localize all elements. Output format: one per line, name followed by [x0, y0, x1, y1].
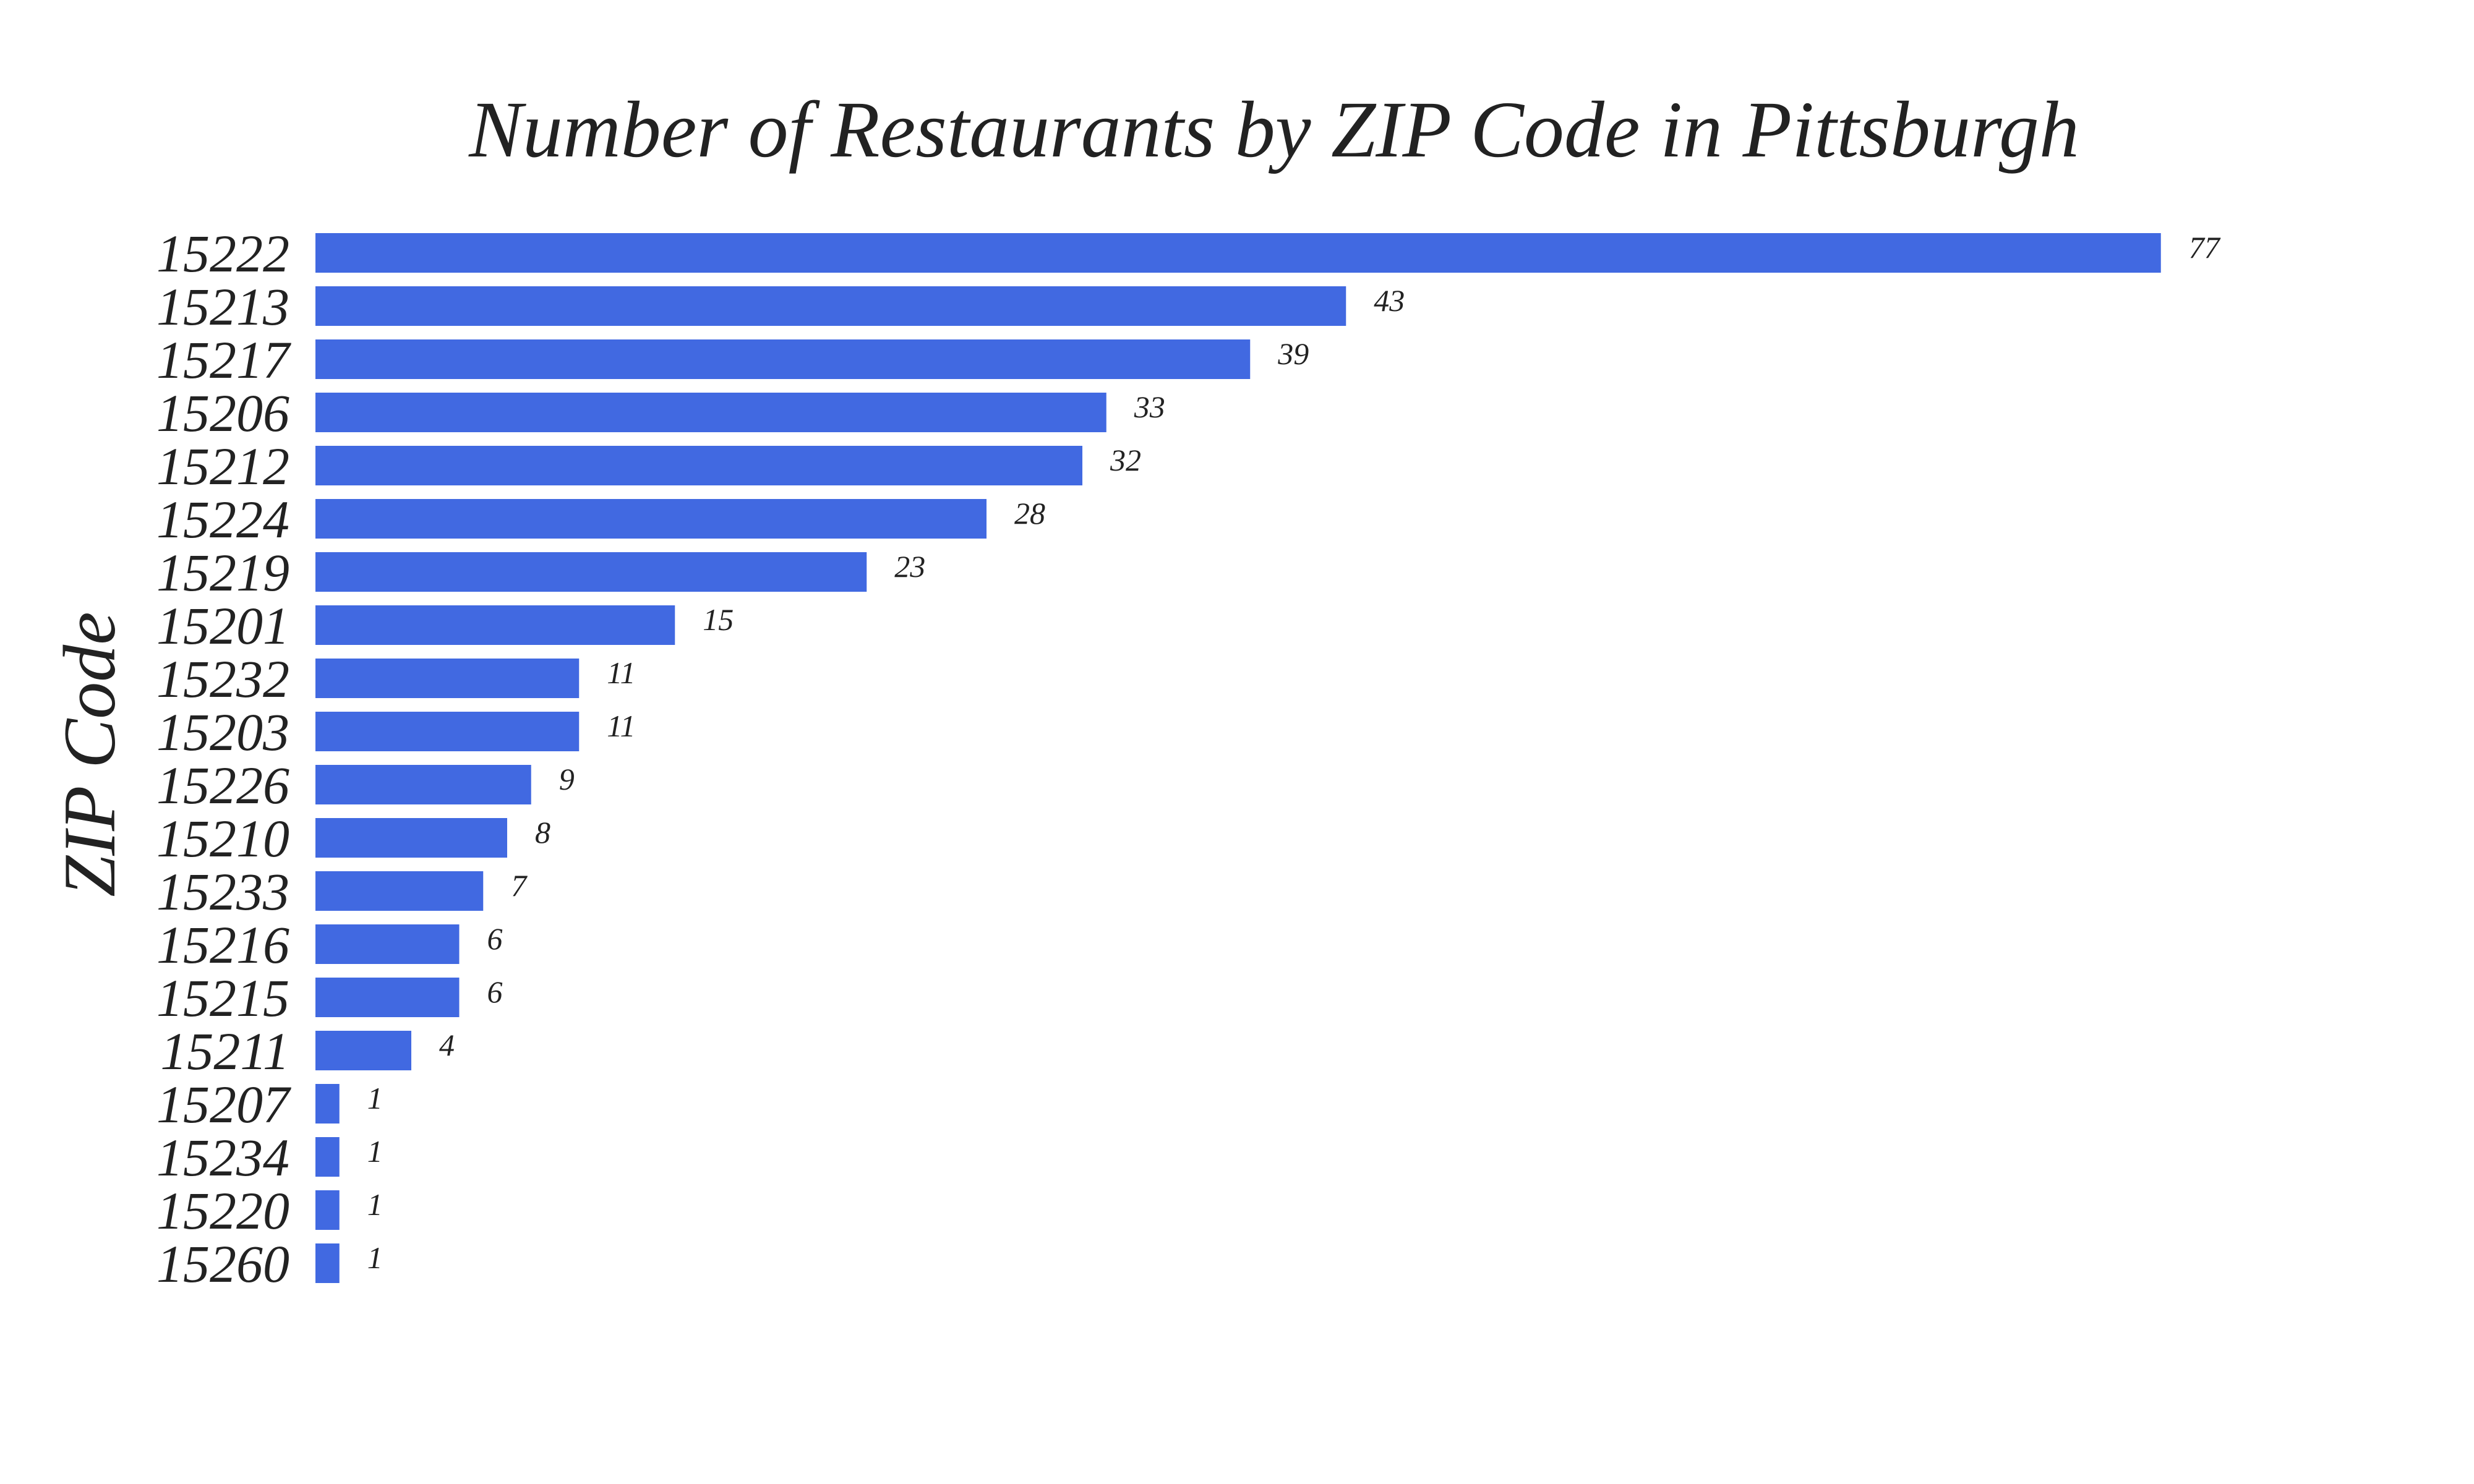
- bar-15222: [315, 233, 2161, 273]
- data-label: 77: [2189, 230, 2221, 265]
- y-tick-label: 15215: [156, 968, 289, 1028]
- bar-15207: [315, 1084, 340, 1124]
- data-label: 1: [367, 1187, 383, 1222]
- y-tick-label: 15212: [156, 437, 289, 496]
- data-label: 1: [367, 1240, 383, 1275]
- y-tick-labels: 1522215213152171520615212152241521915201…: [156, 224, 291, 1294]
- bar-15220: [315, 1190, 340, 1230]
- y-tick-label: 15210: [156, 809, 289, 868]
- bars-group: [315, 233, 2161, 1283]
- bar-15210: [315, 818, 507, 858]
- data-label: 1: [367, 1081, 383, 1115]
- data-label: 6: [487, 921, 503, 956]
- data-label: 11: [607, 655, 635, 690]
- data-label: 33: [1134, 390, 1165, 424]
- y-tick-label: 15217: [156, 330, 291, 390]
- data-label: 11: [607, 709, 635, 743]
- data-label: 15: [703, 602, 734, 637]
- y-tick-label: 15220: [156, 1181, 289, 1240]
- y-tick-label: 15213: [156, 277, 289, 336]
- y-tick-label: 15222: [156, 224, 289, 283]
- bar-15234: [315, 1137, 340, 1177]
- bar-15201: [315, 605, 675, 645]
- data-label: 43: [1374, 283, 1405, 318]
- data-label: 39: [1277, 336, 1309, 371]
- bar-15203: [315, 712, 580, 751]
- data-label: 6: [487, 974, 503, 1009]
- y-tick-label: 15260: [156, 1234, 289, 1294]
- data-label: 28: [1014, 496, 1045, 531]
- bar-15217: [315, 339, 1251, 379]
- bar-15224: [315, 499, 987, 539]
- y-axis-label: ZIP Code: [48, 612, 131, 897]
- bar-15212: [315, 446, 1082, 485]
- bar-15215: [315, 978, 460, 1017]
- data-label: 1: [367, 1134, 383, 1169]
- bar-15226: [315, 765, 531, 804]
- y-tick-label: 15207: [156, 1075, 291, 1134]
- data-label: 7: [511, 868, 528, 903]
- y-tick-label: 15203: [156, 702, 289, 762]
- bar-15216: [315, 924, 460, 964]
- data-label: 23: [894, 549, 925, 584]
- bar-15206: [315, 393, 1106, 432]
- y-tick-label: 15226: [156, 756, 289, 815]
- chart-title: Number of Restaurants by ZIP Code in Pit…: [468, 85, 2079, 174]
- y-tick-label: 15224: [156, 490, 289, 549]
- y-tick-label: 15234: [156, 1128, 289, 1187]
- y-tick-label: 15201: [156, 596, 289, 655]
- y-tick-label: 15216: [156, 915, 289, 974]
- bar-15233: [315, 871, 484, 911]
- y-tick-label: 15211: [160, 1021, 289, 1081]
- bar-15260: [315, 1243, 340, 1283]
- data-label: 4: [439, 1028, 455, 1062]
- data-label: 32: [1110, 443, 1141, 477]
- y-tick-label: 15232: [156, 649, 289, 709]
- data-label: 9: [559, 762, 575, 796]
- bar-15211: [315, 1031, 411, 1070]
- bar-15232: [315, 659, 580, 698]
- bar-15219: [315, 552, 867, 592]
- bar-15213: [315, 286, 1346, 326]
- y-tick-label: 15206: [156, 383, 289, 443]
- y-tick-label: 15219: [156, 543, 289, 602]
- y-tick-label: 15233: [156, 862, 289, 921]
- data-label: 8: [535, 815, 550, 850]
